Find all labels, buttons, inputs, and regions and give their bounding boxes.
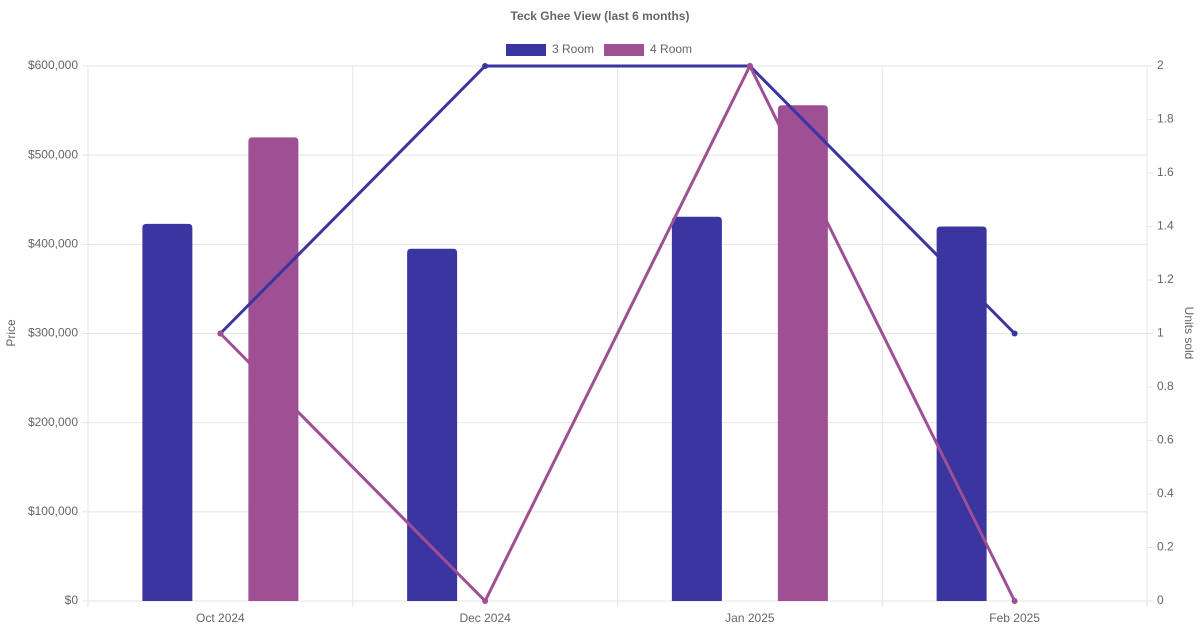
bar xyxy=(142,223,193,601)
y-tick-label: $200,000 xyxy=(28,415,78,429)
bar xyxy=(248,137,299,602)
bar xyxy=(671,216,722,602)
y2-tick-label: 0.4 xyxy=(1157,486,1174,500)
y2-tick-label: 2 xyxy=(1157,58,1164,72)
x-tick-label: Dec 2024 xyxy=(459,611,511,625)
chart-title: Teck Ghee View (last 6 months) xyxy=(511,9,690,23)
y-tick-label: $500,000 xyxy=(28,147,78,161)
line xyxy=(219,62,1016,604)
y2-tick-label: 0.2 xyxy=(1157,540,1174,554)
legend-swatch xyxy=(506,44,546,56)
point xyxy=(482,598,489,604)
line xyxy=(219,64,1016,335)
y2-tick-label: 1.6 xyxy=(1157,165,1174,179)
y2-tick-label: 1.4 xyxy=(1157,219,1174,233)
legend-label: 3 Room xyxy=(552,42,594,56)
point xyxy=(217,330,224,337)
point xyxy=(1011,598,1018,604)
y-tick-label: $0 xyxy=(65,593,79,607)
y-tick-label: $100,000 xyxy=(28,504,78,518)
x-tick-label: Oct 2024 xyxy=(196,611,245,625)
y2-tick-label: 1 xyxy=(1157,326,1164,340)
y-tick-label: $300,000 xyxy=(28,326,78,340)
bar xyxy=(407,248,458,601)
legend-label: 4 Room xyxy=(650,42,692,56)
y2-tick-label: 1.8 xyxy=(1157,112,1174,126)
y-tick-label: $600,000 xyxy=(28,58,78,72)
y2-tick-label: 0 xyxy=(1157,593,1164,607)
y2-tick-label: 1.2 xyxy=(1157,272,1174,286)
y2-tick-label: 0.8 xyxy=(1157,379,1174,393)
y-tick-label: $400,000 xyxy=(28,237,78,251)
x-tick-label: Feb 2025 xyxy=(989,611,1040,625)
point xyxy=(482,63,489,69)
y-axis-label: Price xyxy=(4,319,18,347)
bar xyxy=(936,226,987,601)
bar xyxy=(777,105,828,601)
legend-swatch xyxy=(604,44,645,56)
x-tick-label: Jan 2025 xyxy=(725,611,775,625)
y2-axis-label: Units sold xyxy=(1182,307,1196,360)
point xyxy=(746,63,753,69)
point xyxy=(1011,330,1018,337)
y2-tick-label: 0.6 xyxy=(1157,433,1174,447)
